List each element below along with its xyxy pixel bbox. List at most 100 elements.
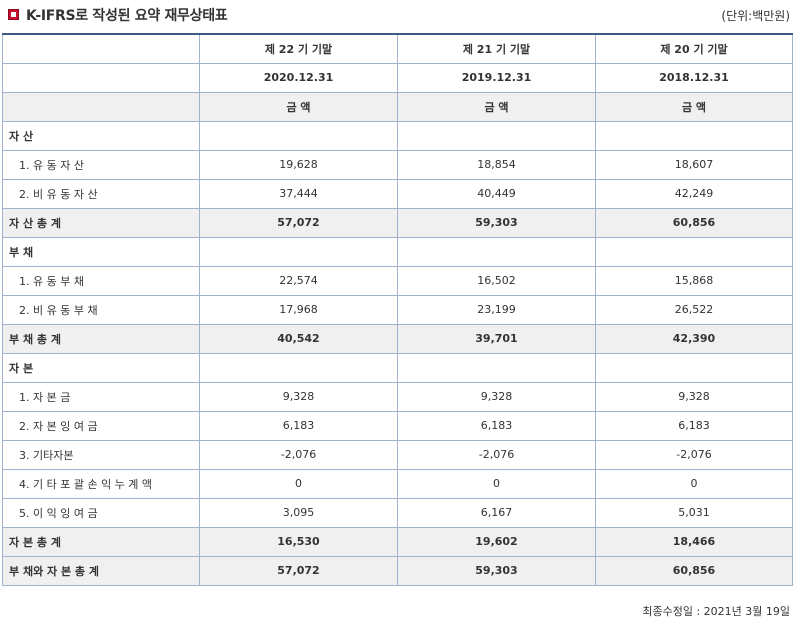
row-value [199,352,398,383]
row-value: 19,628 [199,149,398,180]
table-row: 3. 기타자본 -2,076 -2,076 -2,076 [2,439,793,470]
row-value: 0 [199,468,398,499]
row-label: 자 본 총 계 [2,526,200,557]
table-row: 부 채 [2,236,793,267]
row-value: 6,167 [397,497,596,528]
table-row: 4. 기 타 포 괄 손 익 누 계 액 0 0 0 [2,468,793,499]
balance-sheet-table: 제 22 기 기말 제 21 기 기말 제 20 기 기말 2020.12.31… [2,33,793,586]
row-value: 59,303 [397,207,596,238]
row-value: 5,031 [595,497,793,528]
total-row: 부 채와 자 본 총 계 57,072 59,303 60,856 [2,555,793,586]
row-value: 3,095 [199,497,398,528]
row-value: 60,856 [595,207,793,238]
table-row: 자 산 [2,120,793,151]
row-value: 9,328 [595,381,793,412]
row-label: 자 산 총 계 [2,207,200,238]
row-value: 22,574 [199,265,398,296]
row-value: 6,183 [199,410,398,441]
row-label: 1. 유 동 부 채 [2,265,200,296]
row-value: -2,076 [595,439,793,470]
row-value: 18,607 [595,149,793,180]
row-label: 부 채 총 계 [2,323,200,354]
header-date-21: 2019.12.31 [397,62,596,93]
header-blank-cell [2,62,200,93]
page-title: K-IFRS로 작성된 요약 재무상태표 [26,8,228,24]
row-value [397,352,596,383]
table-row: 2. 비 유 동 부 채 17,968 23,199 26,522 [2,294,793,325]
row-label: 부 채 [2,236,200,267]
row-value: 57,072 [199,207,398,238]
title-bar: K-IFRS로 작성된 요약 재무상태표 (단위:백만원) [6,4,790,26]
row-label: 자 산 [2,120,200,151]
last-modified-date: 최종수정일 : 2021년 3월 19일 [642,605,790,618]
table-row: 5. 이 익 잉 여 금 3,095 6,167 5,031 [2,497,793,528]
row-value [595,352,793,383]
row-label: 3. 기타자본 [2,439,200,470]
row-label: 1. 유 동 자 산 [2,149,200,180]
square-bullet-icon [8,9,19,20]
header-blank-cell [2,91,200,122]
row-value: 37,444 [199,178,398,209]
unit-label: (단위:백만원) [721,9,790,23]
row-value: 0 [595,468,793,499]
row-value [595,120,793,151]
row-value: 18,466 [595,526,793,557]
row-label: 자 본 [2,352,200,383]
row-value: 0 [397,468,596,499]
row-value [199,120,398,151]
row-label: 부 채와 자 본 총 계 [2,555,200,586]
row-label: 2. 자 본 잉 여 금 [2,410,200,441]
row-value: 42,390 [595,323,793,354]
row-label: 4. 기 타 포 괄 손 익 누 계 액 [2,468,200,499]
table-row: 2. 비 유 동 자 산 37,444 40,449 42,249 [2,178,793,209]
row-value: 39,701 [397,323,596,354]
header-date-20: 2018.12.31 [595,62,793,93]
total-row: 부 채 총 계 40,542 39,701 42,390 [2,323,793,354]
row-value: 17,968 [199,294,398,325]
header-period-20: 제 20 기 기말 [595,33,793,64]
row-value [595,236,793,267]
row-label: 2. 비 유 동 자 산 [2,178,200,209]
row-value: 40,542 [199,323,398,354]
header-row-dates: 2020.12.31 2019.12.31 2018.12.31 [2,62,793,93]
table-row: 1. 자 본 금 9,328 9,328 9,328 [2,381,793,412]
row-value: 6,183 [595,410,793,441]
row-value: 23,199 [397,294,596,325]
row-value [397,120,596,151]
row-label: 1. 자 본 금 [2,381,200,412]
row-value: 15,868 [595,265,793,296]
table-row: 1. 유 동 부 채 22,574 16,502 15,868 [2,265,793,296]
row-value: 16,502 [397,265,596,296]
table-row: 자 본 [2,352,793,383]
header-period-22: 제 22 기 기말 [199,33,398,64]
row-value [397,236,596,267]
row-label: 5. 이 익 잉 여 금 [2,497,200,528]
table-row: 2. 자 본 잉 여 금 6,183 6,183 6,183 [2,410,793,441]
row-value: 57,072 [199,555,398,586]
row-value: 26,522 [595,294,793,325]
header-amount-label: 금 액 [595,91,793,122]
row-value: 40,449 [397,178,596,209]
row-value [199,236,398,267]
header-row-periods: 제 22 기 기말 제 21 기 기말 제 20 기 기말 [2,33,793,64]
header-amount-label: 금 액 [397,91,596,122]
header-date-22: 2020.12.31 [199,62,398,93]
row-value: 59,303 [397,555,596,586]
row-label: 2. 비 유 동 부 채 [2,294,200,325]
total-row: 자 본 총 계 16,530 19,602 18,466 [2,526,793,557]
header-blank-cell [2,33,200,64]
row-value: -2,076 [397,439,596,470]
row-value: 9,328 [397,381,596,412]
header-period-21: 제 21 기 기말 [397,33,596,64]
row-value: -2,076 [199,439,398,470]
row-value: 60,856 [595,555,793,586]
row-value: 42,249 [595,178,793,209]
table-row: 1. 유 동 자 산 19,628 18,854 18,607 [2,149,793,180]
total-row: 자 산 총 계 57,072 59,303 60,856 [2,207,793,238]
header-amount-label: 금 액 [199,91,398,122]
row-value: 6,183 [397,410,596,441]
row-value: 18,854 [397,149,596,180]
row-value: 19,602 [397,526,596,557]
row-value: 9,328 [199,381,398,412]
header-row-amount: 금 액 금 액 금 액 [2,91,793,122]
